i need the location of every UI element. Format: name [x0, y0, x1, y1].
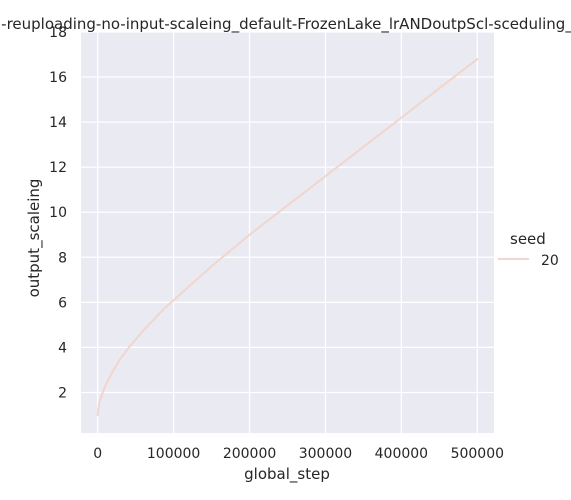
x-tick-label: 300000	[299, 446, 352, 462]
legend-title: seed	[510, 230, 546, 248]
x-axis-label: global_step	[244, 465, 330, 484]
plot-area	[81, 31, 494, 433]
chart-title: -reuploading-no-input-scaleing_default-F…	[1, 15, 571, 34]
x-tick-label: 500000	[451, 446, 504, 462]
x-tick-label: 200000	[223, 446, 276, 462]
legend-entry-label: 20	[541, 253, 559, 269]
y-tick-label: 16	[49, 70, 67, 86]
y-tick-label: 14	[49, 115, 67, 131]
x-tick-label: 0	[93, 446, 102, 462]
y-tick-label: 6	[58, 295, 67, 311]
y-tick-label: 18	[49, 25, 67, 41]
x-tick-label: 400000	[375, 446, 428, 462]
y-tick-label: 8	[58, 250, 67, 266]
series-line-20	[96, 58, 479, 416]
y-tick-label: 12	[49, 160, 67, 176]
series-layer	[96, 58, 479, 416]
y-axis-label: output_scaleing	[25, 179, 44, 298]
y-tick-label: 4	[58, 340, 67, 356]
y-tick-label: 2	[58, 385, 67, 401]
x-tick-label: 100000	[147, 446, 200, 462]
grid	[81, 31, 494, 433]
x-axis-ticks: 0 100000 200000 300000 400000 500000	[93, 446, 504, 462]
axes-background	[81, 32, 494, 433]
y-tick-label: 10	[49, 205, 67, 221]
legend: seed 20	[498, 230, 559, 269]
y-axis-ticks: 2 4 6 8 10 12 14 16 18	[49, 25, 67, 401]
